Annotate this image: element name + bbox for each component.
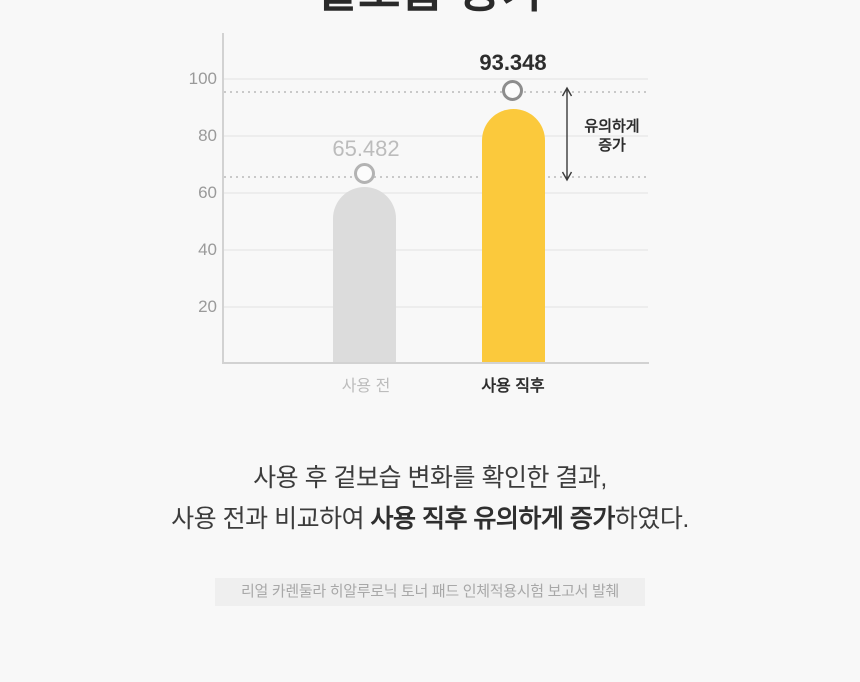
ytick-100: 100 [188,69,217,88]
caption-line-2-prefix: 사용 전과 비교하여 [171,505,371,533]
bar-before-use [333,187,396,362]
caption-line-1: 사용 후 겉보습 변화를 확인한 결과, [253,464,607,492]
chart-area: 100 80 60 40 20 65.482 93.348 사용 전 사용 직후… [188,33,649,395]
gridline-80 [224,135,648,137]
dotted-guide-before-value [224,176,648,178]
annotation-label: 유의하게 증가 [577,117,647,155]
ytick-60: 60 [198,183,217,202]
x-axis-line [222,362,649,364]
bar-after-use [482,109,545,362]
ytick-80: 80 [198,126,217,145]
ytick-40: 40 [198,240,217,259]
caption-line-2: 사용 전과 비교하여 사용 직후 유의하게 증가하였다. [0,499,860,540]
annotation-line-2: 증가 [598,137,626,154]
xtick-after-use: 사용 직후 [481,378,545,395]
caption: 사용 후 겉보습 변화를 확인한 결과, 사용 전과 비교하여 사용 직후 유의… [0,458,860,540]
annotation-line-1: 유의하게 [584,118,640,135]
caption-line-2-suffix: 하였다. [614,505,689,533]
clipped-title-region: 겉보습 증가 [0,0,860,15]
value-label-before: 65.482 [332,136,400,161]
gridline-100 [224,78,648,80]
dotted-guide-after-value [224,91,648,93]
ytick-20: 20 [198,297,217,316]
caption-line-2-bold: 사용 직후 유의하게 증가 [370,505,616,533]
gridline-40 [224,249,648,251]
marker-circle-after [502,80,523,101]
double-arrow-icon [561,86,573,182]
page-title: 겉보습 증가 [0,0,860,15]
gridline-20 [224,306,648,308]
marker-circle-before [354,163,375,184]
gridline-60 [224,192,648,194]
xtick-before-use: 사용 전 [341,378,391,395]
source-note: 리얼 카렌둘라 히알루로닉 토너 패드 인체적용시험 보고서 발췌 [215,578,645,606]
value-label-after: 93.348 [479,50,547,75]
y-axis-line [222,33,224,364]
